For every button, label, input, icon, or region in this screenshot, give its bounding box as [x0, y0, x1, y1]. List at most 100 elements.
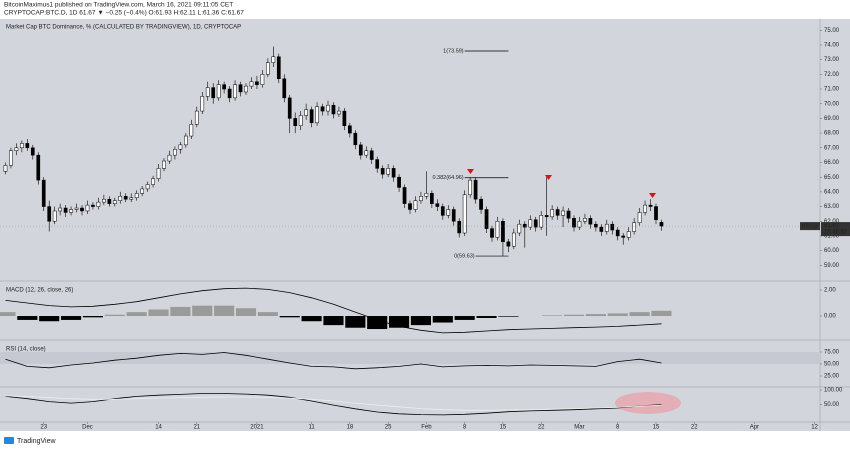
candle-body: [594, 223, 598, 228]
y-tick-label: 65.00: [824, 175, 840, 181]
candle-body: [9, 150, 13, 166]
candle-body: [52, 210, 57, 222]
symbol-line: CRYPTOCAP:BTC.D, 1D 61.67 ▼ −0.25 (−0.4%…: [4, 10, 244, 17]
histogram-bar: [563, 314, 585, 317]
candle-body: [528, 219, 533, 228]
candle-body: [145, 184, 150, 190]
histogram-bar: [214, 305, 235, 317]
indicator-line: [5, 395, 662, 411]
signal-triangle: [467, 169, 474, 174]
candle-body: [30, 147, 35, 156]
histogram-bar: [257, 312, 278, 317]
histogram-bar: [345, 316, 366, 328]
histogram-bar: [389, 316, 410, 328]
candle-body: [604, 223, 609, 232]
candle-body: [413, 200, 418, 210]
chart-bg: [0, 19, 850, 431]
candle-body: [173, 149, 177, 156]
candle-body: [205, 87, 210, 97]
histogram-bar: [192, 305, 213, 317]
candle-body: [112, 200, 117, 204]
x-tick-label: Dec: [82, 425, 93, 431]
candle-body: [386, 168, 390, 175]
candle-body: [430, 193, 434, 204]
symbol-box: [800, 222, 820, 231]
candle-body: [408, 203, 412, 210]
x-tick-label: 8: [463, 425, 467, 431]
histogram-bar: [323, 316, 344, 326]
candle-body: [216, 84, 221, 99]
histogram-bar: [542, 315, 563, 317]
candle-body: [659, 222, 664, 227]
y-tick-label: 63.00: [824, 204, 840, 210]
candle-body: [129, 197, 134, 200]
candle-body: [315, 106, 319, 124]
candle-body: [435, 203, 440, 207]
candle-body: [637, 212, 642, 223]
x-tick-label: 18: [347, 425, 354, 431]
candle-body: [353, 132, 358, 146]
histogram-bar: [170, 306, 191, 317]
candle-body: [96, 201, 101, 207]
candle-body: [440, 206, 445, 216]
candle-body: [140, 188, 144, 194]
y-tick-label: 73.00: [824, 57, 840, 63]
candle-body: [544, 215, 549, 218]
candle-body: [337, 110, 341, 115]
candle-body: [107, 198, 112, 204]
x-tick-label: 15: [500, 425, 507, 431]
candle-body: [369, 150, 374, 160]
candle-body: [20, 143, 24, 149]
histogram-bar: [454, 316, 475, 320]
pane-title: MACD (12, 26, close, 26): [6, 288, 73, 294]
candle-body: [118, 196, 123, 201]
candle-body: [331, 104, 336, 115]
author-line: BitcoinMaximus1 published on TradingView…: [4, 2, 233, 9]
histogram-bar: [498, 316, 519, 317]
pane-title: Market Cap BTC Dominance, % (CALCULATED …: [6, 25, 241, 31]
x-tick-label: 8: [616, 425, 620, 431]
candle-body: [342, 110, 347, 127]
candle-body: [80, 207, 84, 212]
candle-body: [539, 215, 544, 228]
candle-body: [462, 194, 467, 234]
candle-body: [484, 209, 489, 229]
candle-body: [249, 81, 254, 87]
candle-body: [14, 147, 19, 151]
y-tick-label: 71.00: [824, 87, 840, 93]
y-tick-label: 74.00: [824, 43, 840, 49]
candle-body: [468, 179, 472, 196]
candle-body: [615, 229, 620, 237]
candle-body: [588, 218, 593, 225]
histogram-bar: [410, 316, 431, 326]
x-tick-label: Mar: [574, 425, 584, 431]
candle-body: [424, 193, 429, 197]
candle-body: [3, 165, 8, 172]
candle-body: [506, 241, 511, 247]
candle-body: [446, 209, 451, 216]
y-tick-label: 59.00: [824, 263, 840, 269]
histogram-bar: [39, 316, 60, 322]
y-tick-label: 25.00: [824, 374, 840, 380]
candle-body: [364, 150, 369, 156]
x-tick-label: Apr: [750, 425, 759, 431]
candle-body: [479, 198, 483, 210]
y-tick-label: 75.00: [824, 350, 840, 356]
symbol-label: BTC.D: [802, 223, 817, 229]
candle-body: [566, 210, 571, 219]
candle-body: [522, 223, 527, 228]
histogram-bar: [82, 316, 103, 318]
candle-body: [293, 118, 298, 127]
histogram-bar: [279, 316, 300, 318]
candle-body: [184, 135, 188, 146]
y-tick-label: 60.00: [824, 248, 840, 254]
x-tick-label: 22: [538, 425, 545, 431]
indicator-line: [5, 393, 662, 416]
candle-body: [358, 144, 363, 156]
histogram-bar: [301, 316, 322, 322]
candle-body: [304, 109, 308, 116]
candle-body: [599, 226, 604, 232]
candle-body: [47, 206, 52, 222]
candle-body: [555, 209, 560, 216]
candle-body: [244, 85, 248, 93]
